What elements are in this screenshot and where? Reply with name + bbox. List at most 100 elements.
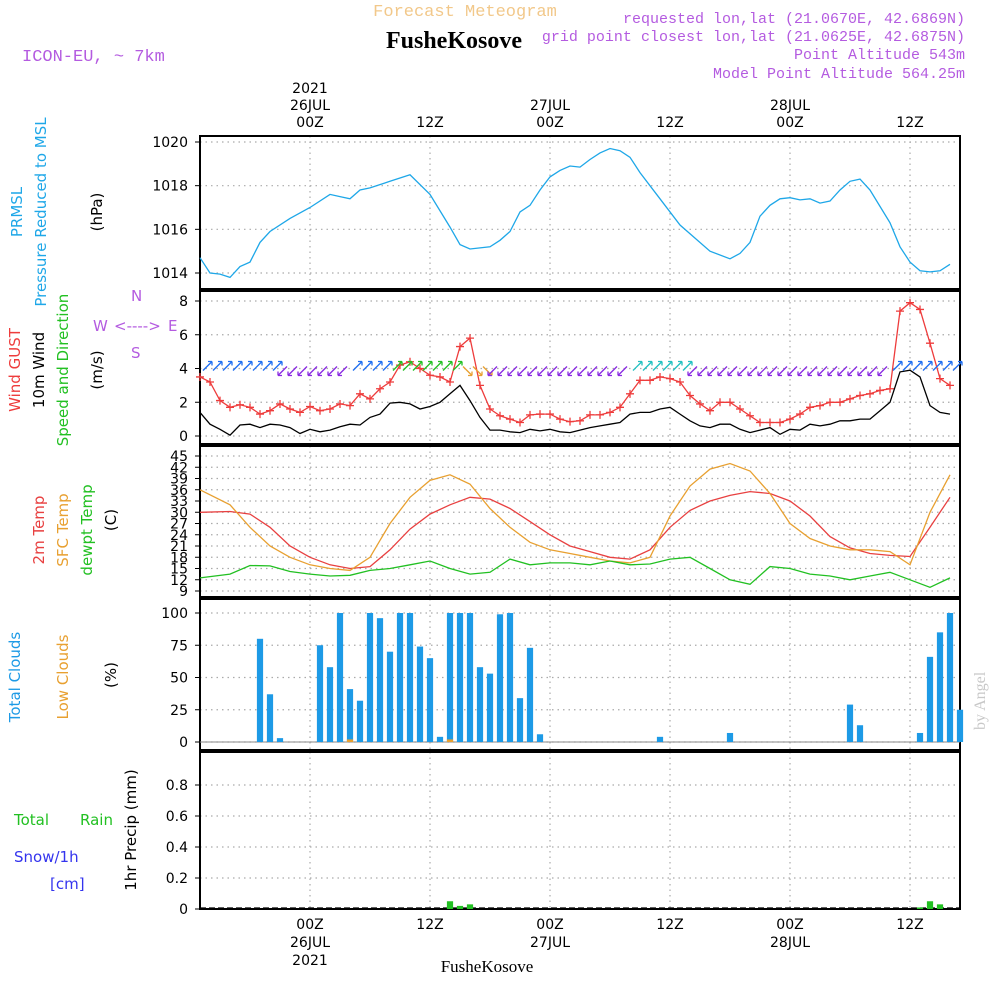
wind-arrow-head bbox=[258, 360, 263, 366]
wind-arrow bbox=[402, 361, 413, 371]
wind-arrow bbox=[827, 366, 838, 376]
wind-arrow-head bbox=[797, 371, 802, 377]
wind-arrow-head bbox=[448, 360, 453, 366]
gust-marker bbox=[436, 372, 444, 381]
gust-marker bbox=[366, 394, 374, 403]
y-tick-label: 42 bbox=[170, 460, 188, 476]
bottom-axis-label: 27JUL bbox=[530, 935, 570, 951]
wind-arrow bbox=[422, 361, 433, 371]
cloud-bar bbox=[366, 613, 374, 742]
gust-marker bbox=[576, 416, 584, 425]
wind-arrow-head bbox=[807, 371, 812, 377]
y-tick-label: 0.8 bbox=[166, 778, 188, 794]
gust-marker bbox=[716, 398, 724, 407]
lowcloud-bar bbox=[346, 739, 354, 742]
wind-arrow bbox=[527, 366, 538, 376]
panels: 1014101610181020024689121518212427303336… bbox=[152, 135, 964, 918]
wind-arrow-head bbox=[688, 360, 693, 366]
y-tick-label: 12 bbox=[170, 573, 188, 589]
cloud-bar bbox=[326, 667, 334, 742]
wind-arrow-head bbox=[268, 360, 273, 366]
y-tick-label: 6 bbox=[179, 328, 188, 344]
wind-arrow-head bbox=[948, 360, 953, 366]
wind-arrow bbox=[747, 366, 758, 376]
gust-marker bbox=[546, 410, 554, 419]
gust-marker bbox=[896, 307, 904, 316]
clouds-frame bbox=[199, 598, 961, 751]
wind-arrow-head bbox=[817, 371, 822, 377]
gust-marker bbox=[416, 364, 424, 373]
wind-arrow-head bbox=[908, 360, 913, 366]
wind-arrow bbox=[757, 366, 768, 376]
gust-marker bbox=[766, 418, 774, 427]
gust-marker bbox=[376, 384, 384, 393]
gust-marker bbox=[556, 415, 564, 424]
y-tick-label: 25 bbox=[170, 703, 188, 719]
gust-marker bbox=[566, 417, 574, 426]
gust-marker bbox=[216, 396, 224, 405]
top-axis-label: 12Z bbox=[656, 115, 683, 131]
y-tick-label: 1020 bbox=[152, 135, 188, 151]
y-tick-label: 0 bbox=[179, 735, 188, 751]
wind-arrow-head bbox=[287, 371, 292, 377]
wind-arrow-head bbox=[737, 371, 742, 377]
top-axis-label: 12Z bbox=[416, 115, 443, 131]
y-tick-label: 15 bbox=[170, 562, 188, 578]
wind-arrow bbox=[817, 366, 828, 376]
sfc-temp-line bbox=[199, 462, 951, 572]
y-tick-label: 45 bbox=[170, 449, 188, 465]
cloud-bar bbox=[476, 667, 484, 742]
gust-marker bbox=[616, 403, 624, 412]
wind-arrow-head bbox=[368, 360, 373, 366]
gust-marker bbox=[936, 374, 944, 383]
wind-arrow bbox=[487, 366, 498, 376]
wind-arrow-head bbox=[678, 360, 683, 366]
wind-arrow-head bbox=[757, 371, 762, 377]
gust-label: Wind GUST bbox=[6, 327, 24, 412]
gust-marker bbox=[676, 378, 684, 386]
gust-marker bbox=[756, 418, 764, 427]
top-axis-label: 27JUL bbox=[530, 98, 570, 114]
wind-arrow-head bbox=[827, 371, 832, 377]
wind-arrow-head bbox=[577, 371, 582, 377]
gust-marker bbox=[946, 381, 954, 390]
wind-arrow-head bbox=[358, 360, 363, 366]
y-tick-label: 0.6 bbox=[166, 809, 188, 825]
wind-unit: (m/s) bbox=[88, 350, 106, 389]
gust-marker bbox=[316, 406, 324, 415]
wind-arrow bbox=[517, 366, 528, 376]
wind-arrow bbox=[807, 366, 818, 376]
gust-marker bbox=[386, 378, 394, 386]
wind-arrow bbox=[617, 366, 628, 376]
wind-arrow-head bbox=[248, 360, 253, 366]
y-tick-label: 2 bbox=[179, 395, 188, 411]
cloud-bar bbox=[426, 658, 434, 742]
y-tick-label: 100 bbox=[161, 606, 188, 622]
gust-marker bbox=[906, 298, 914, 307]
gust-marker bbox=[226, 403, 234, 412]
pressure-line bbox=[199, 147, 951, 279]
wind-frame bbox=[199, 290, 961, 445]
wind-arrow bbox=[867, 366, 878, 376]
wind-arrow bbox=[567, 366, 578, 376]
wind-arrow bbox=[632, 361, 643, 371]
wind-arrow-head bbox=[297, 371, 302, 377]
wind-arrow bbox=[272, 361, 283, 371]
gust-marker bbox=[496, 411, 504, 420]
compass-south: S bbox=[131, 344, 141, 362]
gust-marker bbox=[866, 389, 874, 398]
wind-arrow bbox=[607, 366, 618, 376]
gust-marker bbox=[236, 400, 244, 409]
cloud-bar bbox=[506, 613, 514, 742]
wind-arrow-head bbox=[898, 360, 903, 366]
station-name: FusheKosove bbox=[386, 28, 522, 54]
y-tick-label: 1016 bbox=[152, 222, 188, 238]
pressure-label: Pressure Reduced to MSL bbox=[32, 117, 50, 307]
wind-arrow bbox=[537, 366, 548, 376]
precip-snow-label: Snow/1h bbox=[14, 848, 79, 866]
gust-marker bbox=[646, 376, 654, 385]
sfc-label: SFC Temp bbox=[54, 493, 72, 566]
wind-arrow bbox=[372, 361, 383, 371]
gust-marker bbox=[686, 391, 694, 400]
gust-marker bbox=[286, 405, 294, 413]
